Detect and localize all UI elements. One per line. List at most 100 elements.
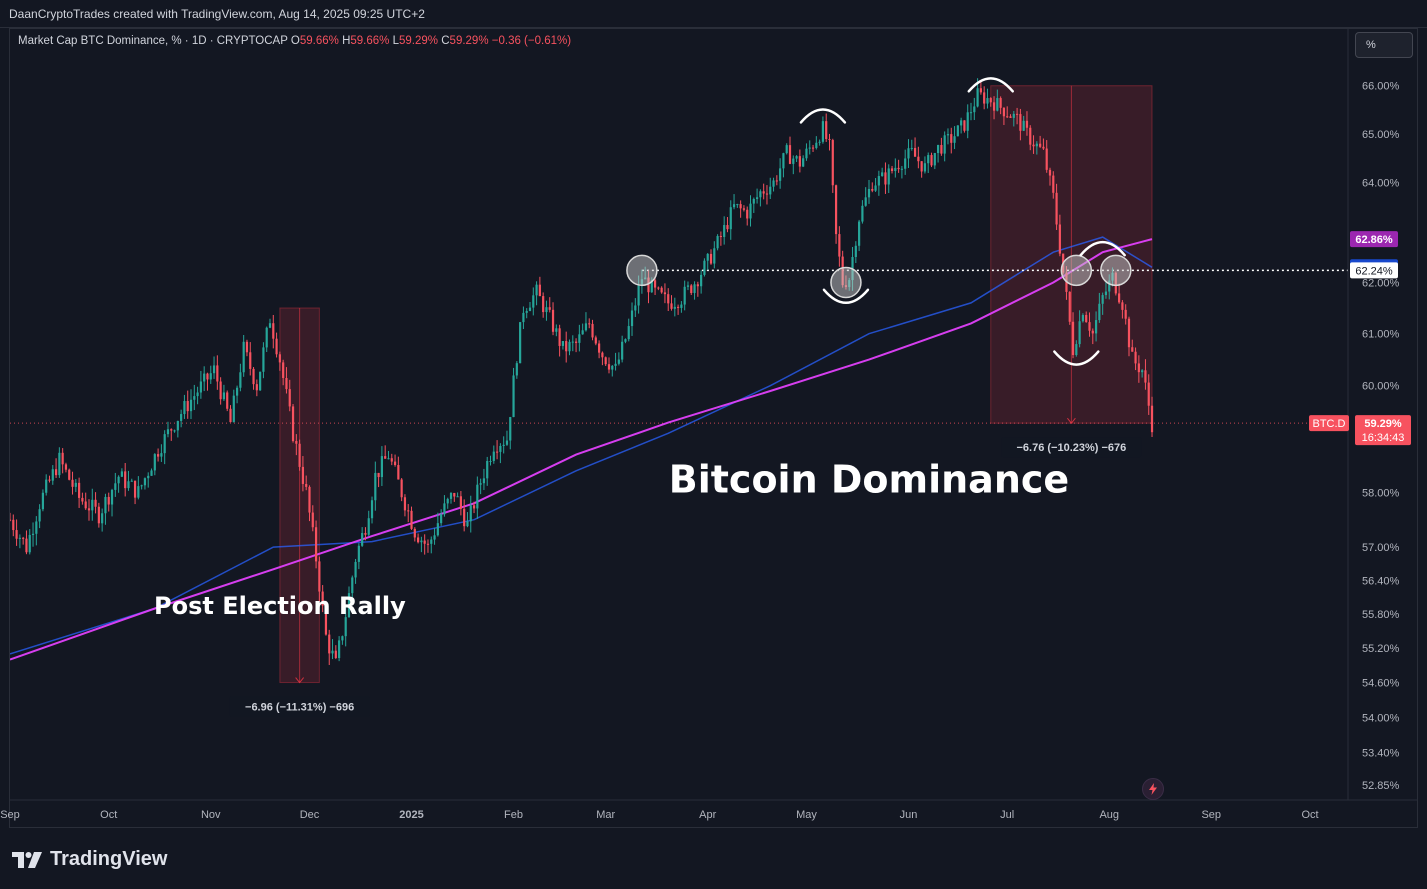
candle [690,284,693,296]
candle-body [505,440,509,445]
candle [249,342,252,376]
candle [380,446,383,486]
candle-body [772,180,775,187]
candle-body [900,168,903,170]
percent-scale-button[interactable]: % [1355,32,1413,58]
candle-body [430,539,433,544]
candle-body [91,499,94,511]
candle-body [143,478,147,486]
candle-body [203,373,206,382]
candle [186,390,189,419]
candle [571,335,574,352]
candle [992,96,996,120]
candle [1085,311,1088,323]
candle-body [601,352,604,358]
candle [762,183,765,200]
candle [657,286,660,291]
candle [268,318,272,329]
candle-body [1144,370,1147,383]
candle [87,499,91,521]
candle-body [716,236,719,249]
candle [614,352,617,371]
candle [219,377,222,405]
candle-body [453,492,456,497]
candle [1091,328,1094,345]
candle-body [160,453,163,457]
candle-body [1048,169,1052,176]
candle-body [482,478,486,484]
candle [199,370,202,399]
candle [779,158,782,189]
candle [384,445,387,459]
annotation-0: Bitcoin Dominance [669,457,1069,501]
candle-body [282,362,285,378]
candle-body [446,498,449,504]
candle [713,241,716,269]
candle [1068,291,1071,325]
candle [476,476,479,519]
price-badge-0: 62.86% [1350,231,1398,248]
candle-body [943,135,946,154]
candle-body [1075,344,1078,355]
candle [782,152,785,178]
lightning-icon[interactable] [1142,778,1164,800]
candle-body [173,430,176,432]
candle-body [189,399,193,412]
candle-body [58,452,61,476]
candle [999,96,1002,115]
candle-body [700,274,703,287]
candle [525,308,528,319]
candle-body [956,125,959,137]
candle-body [157,454,160,457]
circle-mark-3 [1100,254,1132,287]
candle-body [150,470,153,476]
candle-body [663,292,667,295]
candle-body [831,140,834,186]
price-chart[interactable]: Bitcoin Dominance Post Election Rally −6.9… [0,0,1427,829]
candle [548,297,551,313]
candle-body [709,253,713,264]
arc-mark-4 [1079,240,1126,257]
candle [874,178,877,192]
candle [1022,115,1025,131]
candle-body [584,323,588,331]
chart-frame [9,28,1418,828]
candle [867,179,871,204]
candle [522,306,525,330]
candle-body [436,523,439,536]
candle [58,447,61,478]
measure-label-bg-1 [1001,437,1142,458]
candles [10,78,1154,666]
candle-body [1101,295,1104,304]
candle [101,508,104,532]
candle-body [400,479,403,498]
candle [120,468,123,478]
candle-body [196,392,199,397]
candle [361,527,364,547]
candle-body [104,496,107,514]
candle [61,448,64,474]
candle [410,506,413,530]
measure-range-arrow-0 [295,677,305,684]
candle-body [456,496,459,498]
candle [739,200,742,218]
x-tick-label: Sep [0,809,20,821]
candle-body [193,396,196,400]
candle-body [81,497,84,502]
candle [979,80,982,95]
candle-body [87,508,91,511]
candle-body [130,480,133,482]
candle-body [1039,143,1042,147]
candle-body [693,284,696,294]
candle-body [341,636,344,641]
candle [492,445,495,464]
candle [275,332,278,358]
candle [137,476,140,500]
annotation-1: Post Election Rally [154,592,406,620]
candle-body [120,471,123,477]
candle [84,492,87,510]
candle [989,97,992,107]
candle-body [574,341,578,343]
candle-body [1022,120,1025,131]
brand-logo[interactable]: TradingView [12,846,167,872]
